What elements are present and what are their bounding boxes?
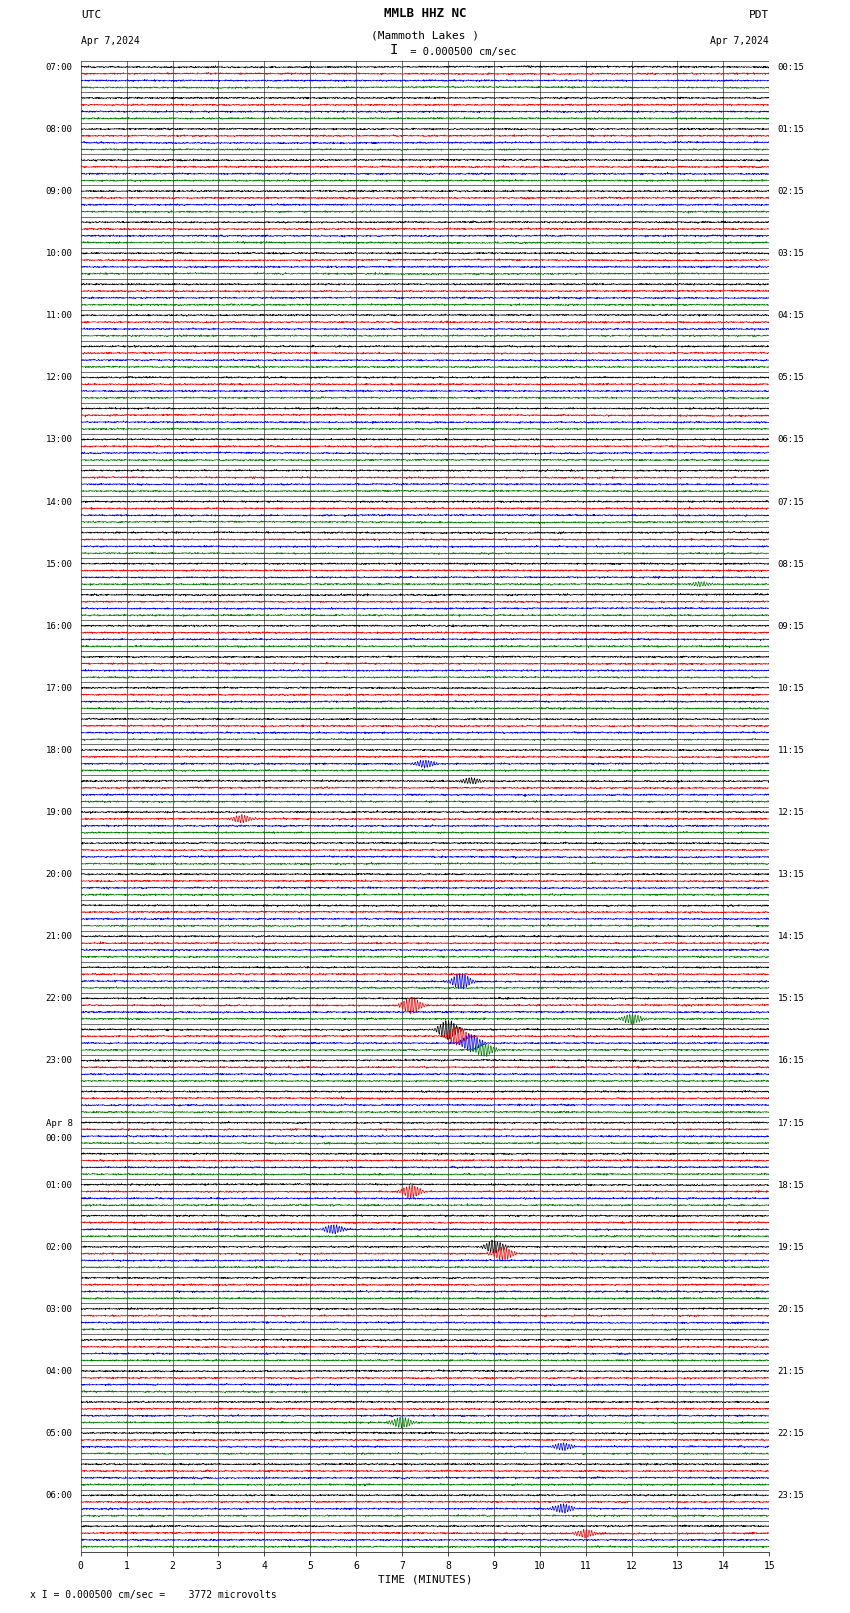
Text: 22:15: 22:15 <box>778 1429 804 1439</box>
Text: 19:15: 19:15 <box>778 1242 804 1252</box>
Text: 08:15: 08:15 <box>778 560 804 569</box>
Text: 21:00: 21:00 <box>46 932 72 942</box>
Text: 00:00: 00:00 <box>46 1134 72 1144</box>
Text: 02:00: 02:00 <box>46 1242 72 1252</box>
Text: MMLB HHZ NC: MMLB HHZ NC <box>383 6 467 19</box>
Text: 07:15: 07:15 <box>778 497 804 506</box>
Text: 14:15: 14:15 <box>778 932 804 942</box>
Text: 15:00: 15:00 <box>46 560 72 569</box>
Text: 11:00: 11:00 <box>46 311 72 321</box>
Text: Apr 7,2024: Apr 7,2024 <box>711 37 769 47</box>
Text: 10:15: 10:15 <box>778 684 804 694</box>
Text: 14:00: 14:00 <box>46 497 72 506</box>
Text: I: I <box>390 44 398 56</box>
Text: 15:15: 15:15 <box>778 994 804 1003</box>
Text: 13:15: 13:15 <box>778 869 804 879</box>
Text: 09:15: 09:15 <box>778 621 804 631</box>
X-axis label: TIME (MINUTES): TIME (MINUTES) <box>377 1574 473 1586</box>
Text: 16:00: 16:00 <box>46 621 72 631</box>
Text: 06:15: 06:15 <box>778 436 804 445</box>
Text: 13:00: 13:00 <box>46 436 72 445</box>
Text: 21:15: 21:15 <box>778 1366 804 1376</box>
Text: 01:15: 01:15 <box>778 124 804 134</box>
Text: PDT: PDT <box>749 10 769 19</box>
Text: Apr 8: Apr 8 <box>46 1118 72 1127</box>
Text: 10:00: 10:00 <box>46 248 72 258</box>
Text: 00:15: 00:15 <box>778 63 804 73</box>
Text: = 0.000500 cm/sec: = 0.000500 cm/sec <box>405 47 517 56</box>
Text: 17:15: 17:15 <box>778 1118 804 1127</box>
Text: 23:15: 23:15 <box>778 1490 804 1500</box>
Text: 01:00: 01:00 <box>46 1181 72 1190</box>
Text: 09:00: 09:00 <box>46 187 72 197</box>
Text: 16:15: 16:15 <box>778 1057 804 1066</box>
Text: 04:00: 04:00 <box>46 1366 72 1376</box>
Text: 18:00: 18:00 <box>46 745 72 755</box>
Text: 05:15: 05:15 <box>778 373 804 382</box>
Text: 02:15: 02:15 <box>778 187 804 197</box>
Text: 22:00: 22:00 <box>46 994 72 1003</box>
Text: 04:15: 04:15 <box>778 311 804 321</box>
Text: 05:00: 05:00 <box>46 1429 72 1439</box>
Text: 08:00: 08:00 <box>46 124 72 134</box>
Text: x I = 0.000500 cm/sec =    3772 microvolts: x I = 0.000500 cm/sec = 3772 microvolts <box>30 1590 276 1600</box>
Text: 03:00: 03:00 <box>46 1305 72 1315</box>
Text: (Mammoth Lakes ): (Mammoth Lakes ) <box>371 31 479 40</box>
Text: Apr 7,2024: Apr 7,2024 <box>81 37 139 47</box>
Text: 12:15: 12:15 <box>778 808 804 818</box>
Text: 11:15: 11:15 <box>778 745 804 755</box>
Text: 19:00: 19:00 <box>46 808 72 818</box>
Text: 12:00: 12:00 <box>46 373 72 382</box>
Text: 18:15: 18:15 <box>778 1181 804 1190</box>
Text: 07:00: 07:00 <box>46 63 72 73</box>
Text: 23:00: 23:00 <box>46 1057 72 1066</box>
Text: 06:00: 06:00 <box>46 1490 72 1500</box>
Text: UTC: UTC <box>81 10 101 19</box>
Text: 03:15: 03:15 <box>778 248 804 258</box>
Text: 20:00: 20:00 <box>46 869 72 879</box>
Text: 20:15: 20:15 <box>778 1305 804 1315</box>
Text: 17:00: 17:00 <box>46 684 72 694</box>
